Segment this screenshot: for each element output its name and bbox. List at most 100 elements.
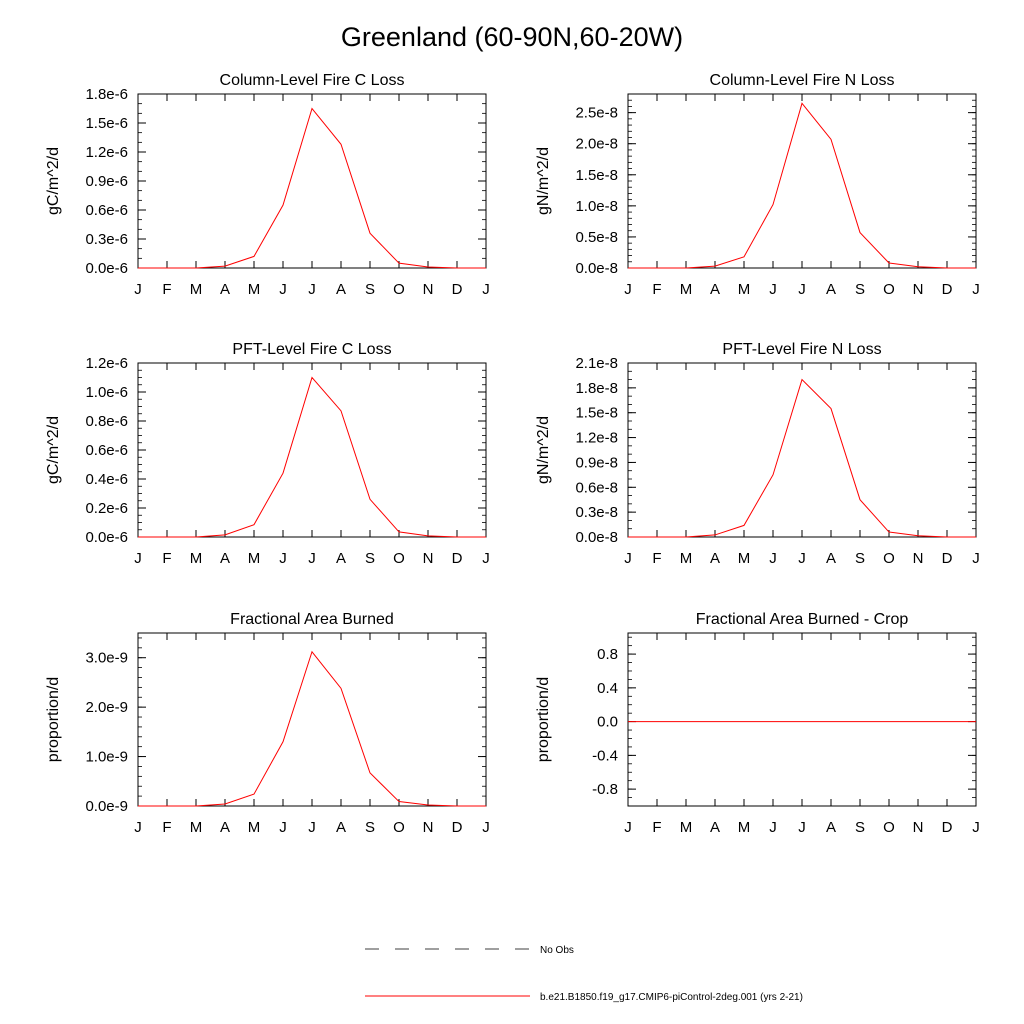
y-axis-label: proportion/d [535,677,552,762]
x-tick-label: D [452,281,463,298]
x-tick-label: F [162,281,171,298]
series-line [138,376,486,538]
x-tick-label: O [393,819,405,836]
plot-frame [137,93,487,269]
x-tick-label: O [883,550,895,567]
plot-frame [137,362,487,538]
y-tick-label: 0.3e-8 [575,504,618,521]
y-tick-label: 3.0e-9 [85,650,128,667]
y-axis-label: gC/m^2/d [45,147,62,215]
plot-frame [627,632,977,807]
panel-title: Column-Level Fire C Loss [220,72,405,89]
y-tick-label: 0.6e-6 [85,442,128,459]
legend-obs-label: No Obs [540,945,574,956]
x-tick-label: J [134,550,142,567]
x-tick-label: J [279,281,287,298]
x-tick-label: J [134,281,142,298]
y-tick-label: 0.6e-8 [575,479,618,496]
plot-frame [137,632,487,807]
y-axis-label: proportion/d [45,677,62,762]
y-tick-label: 1.5e-8 [575,167,618,184]
y-tick-label: 1.2e-6 [85,144,128,161]
series-line [628,378,976,538]
x-tick-label: J [972,550,980,567]
x-tick-label: D [942,550,953,567]
x-tick-label: M [738,819,751,836]
x-tick-label: J [972,819,980,836]
y-tick-label: 0.0e-9 [85,798,128,815]
series-line [628,102,976,269]
series-line [138,107,486,269]
y-tick-label: 1.2e-8 [575,430,618,447]
x-tick-label: D [452,550,463,567]
x-tick-label: M [248,550,261,567]
x-tick-label: A [336,281,346,298]
y-tick-label: 0.0e-8 [575,260,618,277]
x-tick-label: M [680,281,693,298]
x-tick-label: S [365,819,375,836]
y-tick-label: 0.8 [597,646,618,663]
x-tick-label: J [798,281,806,298]
plot-frame [627,362,977,538]
x-tick-label: J [482,819,490,836]
x-tick-label: M [680,550,693,567]
x-tick-label: N [913,550,924,567]
x-tick-label: S [365,550,375,567]
x-tick-label: A [710,550,720,567]
legend: No Obs b.e21.B1850.f19_g17.CMIP6-piContr… [365,945,803,1003]
x-tick-label: D [452,819,463,836]
x-tick-label: J [624,819,632,836]
x-tick-label: A [220,819,230,836]
y-axis-label: gC/m^2/d [45,416,62,484]
y-tick-label: 1.8e-6 [85,86,128,103]
x-tick-label: A [220,550,230,567]
figure-title: Greenland (60-90N,60-20W) [340,22,684,52]
y-tick-label: -0.8 [592,781,618,798]
x-tick-label: F [652,281,661,298]
chart-panel-6: Fractional Area Burned - Crop proportion/… [535,611,980,836]
x-tick-label: S [365,281,375,298]
x-tick-label: J [308,550,316,567]
x-tick-label: J [624,550,632,567]
y-tick-label: 0.5e-8 [575,229,618,246]
y-axis-label: gN/m^2/d [535,147,552,215]
x-tick-label: A [710,281,720,298]
y-tick-label: 0.0 [597,714,618,731]
x-tick-label: M [738,550,751,567]
x-tick-label: F [162,550,171,567]
x-tick-label: M [190,281,203,298]
x-tick-label: J [482,550,490,567]
y-tick-label: 1.5e-8 [575,405,618,422]
y-tick-label: 0.0e-6 [85,260,128,277]
x-tick-label: O [883,281,895,298]
x-tick-label: D [942,819,953,836]
y-tick-label: -0.4 [592,747,618,764]
y-tick-label: 2.0e-8 [575,136,618,153]
x-tick-label: O [883,819,895,836]
series-line [138,650,486,807]
x-tick-label: J [134,819,142,836]
x-tick-label: A [826,550,836,567]
x-tick-label: M [190,819,203,836]
y-tick-label: 0.9e-6 [85,173,128,190]
x-tick-label: J [482,281,490,298]
x-tick-label: N [423,819,434,836]
x-tick-label: J [279,819,287,836]
x-tick-label: J [972,281,980,298]
y-tick-label: 0.4 [597,680,618,697]
x-tick-label: A [336,550,346,567]
y-tick-label: 0.3e-6 [85,231,128,248]
y-tick-label: 1.5e-6 [85,115,128,132]
x-tick-label: J [769,550,777,567]
x-tick-label: O [393,281,405,298]
panel-title: Fractional Area Burned [230,611,394,628]
x-tick-label: D [942,281,953,298]
x-tick-label: M [680,819,693,836]
x-tick-label: S [855,281,865,298]
